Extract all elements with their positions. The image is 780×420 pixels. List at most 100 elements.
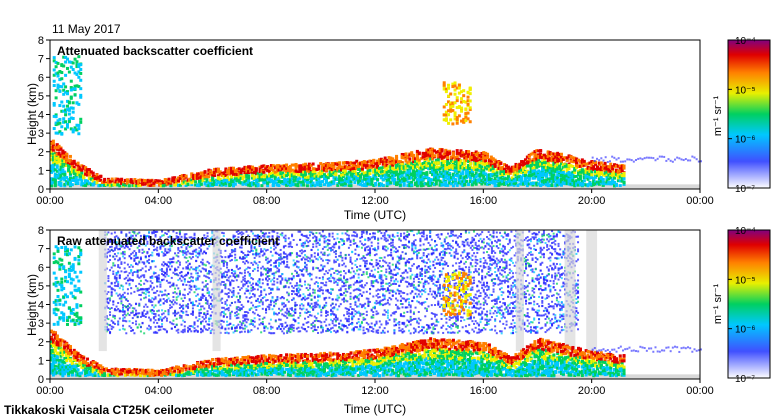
residual-cell bbox=[652, 157, 655, 160]
signal-cell bbox=[84, 166, 88, 170]
cloud-cell bbox=[52, 84, 56, 88]
noise-speckle bbox=[154, 315, 157, 318]
signal-cell bbox=[412, 173, 416, 177]
signal-cell bbox=[429, 164, 433, 168]
signal-cell bbox=[55, 146, 59, 150]
signal-cell bbox=[539, 149, 543, 153]
noise-speckle bbox=[164, 310, 167, 313]
signal-cell bbox=[232, 172, 235, 176]
signal-cell bbox=[184, 174, 188, 178]
noise-speckle bbox=[110, 307, 113, 310]
signal-cell bbox=[379, 171, 383, 175]
signal-cell bbox=[402, 166, 406, 170]
signal-cell bbox=[300, 173, 304, 177]
signal-cell bbox=[260, 175, 264, 179]
signal-cell bbox=[137, 184, 141, 188]
signal-cell bbox=[377, 166, 381, 170]
signal-cell bbox=[271, 164, 275, 168]
signal-cell bbox=[362, 163, 366, 167]
signal-cell bbox=[315, 175, 319, 179]
signal-cell bbox=[417, 174, 421, 178]
signal-cell bbox=[406, 176, 410, 180]
signal-cell bbox=[67, 164, 71, 168]
signal-cell bbox=[230, 175, 234, 179]
signal-cell bbox=[165, 182, 169, 186]
noise-speckle bbox=[144, 296, 147, 299]
signal-cell bbox=[61, 168, 65, 172]
signal-cell bbox=[396, 181, 400, 185]
signal-cell bbox=[158, 179, 162, 183]
noise-speckle bbox=[128, 254, 131, 257]
signal-cell bbox=[379, 170, 383, 174]
noise-speckle bbox=[170, 276, 173, 279]
signal-cell bbox=[341, 165, 345, 169]
noise-speckle bbox=[117, 270, 120, 273]
signal-cell bbox=[300, 164, 304, 168]
noise-speckle bbox=[151, 282, 154, 285]
noise-speckle bbox=[159, 316, 162, 319]
signal-cell bbox=[133, 184, 137, 188]
signal-cell bbox=[53, 162, 57, 166]
signal-cell bbox=[230, 183, 234, 187]
noise-speckle bbox=[162, 298, 165, 301]
signal-cell bbox=[395, 164, 399, 168]
residual-cell bbox=[628, 158, 631, 161]
signal-cell bbox=[256, 175, 260, 179]
cloud-cell bbox=[451, 104, 455, 108]
signal-cell bbox=[91, 174, 95, 178]
signal-cell bbox=[421, 162, 425, 166]
signal-cell bbox=[387, 181, 391, 185]
noise-speckle bbox=[152, 260, 155, 263]
signal-cell bbox=[364, 177, 368, 181]
signal-cell bbox=[95, 173, 99, 177]
signal-cell bbox=[300, 169, 304, 173]
noise-speckle bbox=[118, 328, 121, 331]
signal-cell bbox=[385, 170, 389, 174]
signal-cell bbox=[86, 182, 90, 186]
cloud-cell bbox=[60, 131, 64, 135]
noise-speckle bbox=[167, 310, 170, 313]
signal-cell bbox=[355, 175, 359, 179]
signal-cell bbox=[283, 174, 287, 178]
signal-cell bbox=[317, 177, 321, 181]
noise-speckle bbox=[175, 298, 178, 301]
signal-cell bbox=[381, 173, 385, 177]
signal-cell bbox=[175, 180, 179, 184]
signal-cell bbox=[53, 159, 57, 163]
signal-cell bbox=[57, 155, 61, 159]
signal-cell bbox=[218, 172, 222, 176]
noise-speckle bbox=[139, 330, 142, 333]
cloud-cell bbox=[71, 101, 75, 105]
signal-cell bbox=[235, 169, 239, 173]
signal-cell bbox=[57, 176, 61, 180]
signal-cell bbox=[163, 177, 167, 181]
noise-speckle bbox=[122, 255, 125, 258]
noise-speckle bbox=[148, 258, 151, 261]
signal-cell bbox=[70, 162, 74, 166]
signal-cell bbox=[364, 182, 368, 186]
residual-cell bbox=[602, 159, 605, 162]
signal-cell bbox=[286, 168, 290, 172]
signal-cell bbox=[53, 172, 57, 176]
noise-speckle bbox=[178, 293, 181, 296]
signal-cell bbox=[269, 174, 273, 178]
signal-cell bbox=[68, 154, 72, 158]
signal-cell bbox=[383, 156, 387, 160]
signal-cell bbox=[328, 170, 332, 174]
noise-speckle bbox=[117, 281, 120, 284]
cloud-cell bbox=[67, 120, 71, 124]
cloud-cell bbox=[460, 106, 464, 110]
signal-cell bbox=[364, 161, 368, 165]
signal-cell bbox=[74, 177, 78, 181]
signal-cell bbox=[262, 170, 266, 174]
signal-cell bbox=[302, 163, 306, 167]
noise-speckle bbox=[144, 303, 147, 306]
signal-cell bbox=[451, 184, 455, 188]
signal-cell bbox=[313, 170, 317, 174]
signal-cell bbox=[271, 179, 275, 183]
signal-cell bbox=[311, 170, 315, 174]
cloud-cell bbox=[447, 86, 451, 90]
noise-speckle bbox=[123, 296, 126, 299]
signal-cell bbox=[332, 171, 336, 175]
